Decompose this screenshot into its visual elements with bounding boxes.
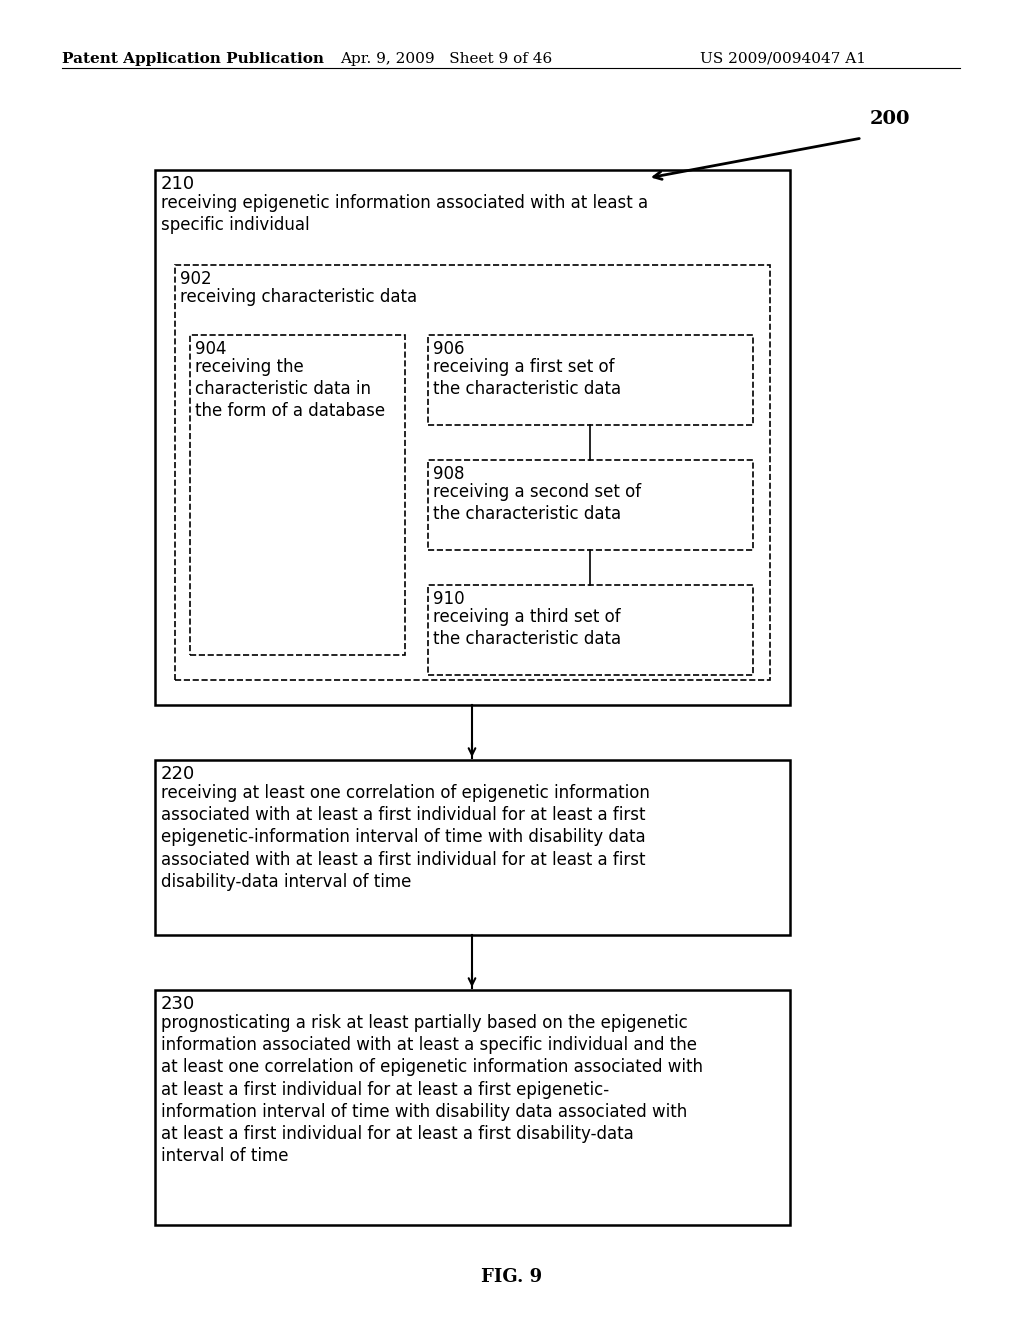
- Bar: [428, 459, 753, 550]
- Text: receiving a second set of
the characteristic data: receiving a second set of the characteri…: [433, 483, 641, 523]
- Text: 200: 200: [870, 110, 910, 128]
- Text: 230: 230: [161, 995, 196, 1012]
- Text: receiving a third set of
the characteristic data: receiving a third set of the characteris…: [433, 609, 622, 648]
- Text: 210: 210: [161, 176, 196, 193]
- Bar: [155, 990, 790, 1225]
- Bar: [428, 585, 753, 675]
- Text: receiving characteristic data: receiving characteristic data: [180, 288, 417, 306]
- Bar: [175, 265, 770, 680]
- Text: prognosticating a risk at least partially based on the epigenetic
information as: prognosticating a risk at least partiall…: [161, 1014, 703, 1166]
- Text: Patent Application Publication: Patent Application Publication: [62, 51, 324, 66]
- Text: 904: 904: [195, 341, 226, 358]
- Text: receiving the
characteristic data in
the form of a database: receiving the characteristic data in the…: [195, 358, 385, 420]
- Text: 902: 902: [180, 271, 212, 288]
- Text: 908: 908: [433, 465, 465, 483]
- Text: US 2009/0094047 A1: US 2009/0094047 A1: [700, 51, 866, 66]
- Text: Apr. 9, 2009   Sheet 9 of 46: Apr. 9, 2009 Sheet 9 of 46: [340, 51, 552, 66]
- Bar: [190, 335, 406, 655]
- Text: receiving a first set of
the characteristic data: receiving a first set of the characteris…: [433, 358, 622, 399]
- Bar: [155, 170, 790, 705]
- Text: 220: 220: [161, 766, 196, 783]
- Bar: [155, 760, 790, 935]
- Text: 910: 910: [433, 590, 465, 609]
- Text: receiving at least one correlation of epigenetic information
associated with at : receiving at least one correlation of ep…: [161, 784, 650, 891]
- Text: 906: 906: [433, 341, 465, 358]
- Text: receiving epigenetic information associated with at least a
specific individual: receiving epigenetic information associa…: [161, 194, 648, 234]
- Bar: [428, 335, 753, 425]
- Text: FIG. 9: FIG. 9: [481, 1269, 543, 1286]
